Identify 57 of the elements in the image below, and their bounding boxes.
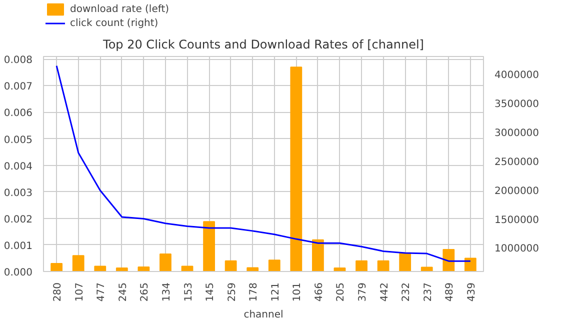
y2-tick-label: 2500000: [494, 156, 540, 168]
bar: [94, 266, 106, 272]
x-tick-label: 134: [161, 282, 172, 302]
y-tick-label: 0.008: [4, 55, 33, 66]
x-tick-label: 466: [314, 282, 325, 302]
x-tick-label: 245: [118, 282, 129, 302]
bar: [50, 263, 63, 272]
y2-tick-label: 3500000: [494, 98, 540, 110]
bar: [356, 260, 368, 272]
x-tick-label: 439: [466, 282, 478, 302]
y-tick-label: 0.001: [4, 240, 33, 252]
bar: [116, 268, 128, 272]
x-axis-title: channel: [244, 310, 284, 321]
bar: [181, 266, 194, 272]
x-tick-label: 280: [52, 282, 64, 302]
x-tick-label: 121: [270, 282, 282, 302]
x-tick-label: 442: [379, 282, 390, 302]
bar: [377, 260, 390, 272]
bar: [290, 66, 302, 272]
legend-label: click count (right): [70, 16, 158, 30]
bar: [224, 260, 237, 272]
x-tick-label: 489: [444, 282, 456, 302]
y-tick-label: 0.002: [4, 214, 33, 226]
y-tick-label: 0.004: [4, 161, 33, 172]
x-tick-label: 178: [248, 282, 260, 302]
bar: [72, 255, 84, 272]
x-tick-label: 237: [422, 282, 434, 302]
y-tick-label: 0.000: [4, 268, 33, 278]
y2-tick-label: 1500000: [494, 214, 540, 226]
y2-tick-label: 4000000: [494, 70, 540, 81]
y-tick-label: 0.003: [4, 188, 33, 199]
legend-label: download rate (left): [70, 2, 170, 16]
bar: [312, 239, 324, 272]
chart-title: Top 20 Click Counts and Download Rates of [channel]: [102, 38, 424, 52]
bar: [268, 260, 280, 272]
x-tick-label: 232: [401, 282, 412, 302]
y-tick-label: 0.005: [4, 134, 33, 146]
bar: [160, 253, 172, 272]
x-tick-label: 477: [96, 282, 108, 302]
line-series: [56, 65, 472, 262]
bar: [399, 252, 412, 272]
x-tick-label: 205: [336, 282, 347, 302]
x-tick-label: 101: [292, 282, 304, 302]
y2-tick-label: 3000000: [494, 128, 540, 139]
bar: [464, 258, 476, 272]
bar: [203, 221, 215, 272]
x-tick-label: 107: [74, 282, 86, 302]
y2-tick-label: 1000000: [494, 244, 540, 255]
x-tick-label: 265: [140, 282, 151, 302]
x-tick-label: 379: [358, 282, 369, 302]
y-tick-label: 0.006: [4, 108, 33, 120]
y2-tick-label: 2000000: [494, 186, 540, 197]
x-tick-label: 259: [226, 282, 238, 302]
x-tick-label: 145: [205, 282, 216, 302]
y-tick-label: 0.007: [4, 82, 33, 93]
bar: [442, 248, 455, 272]
x-tick-label: 153: [183, 282, 194, 302]
